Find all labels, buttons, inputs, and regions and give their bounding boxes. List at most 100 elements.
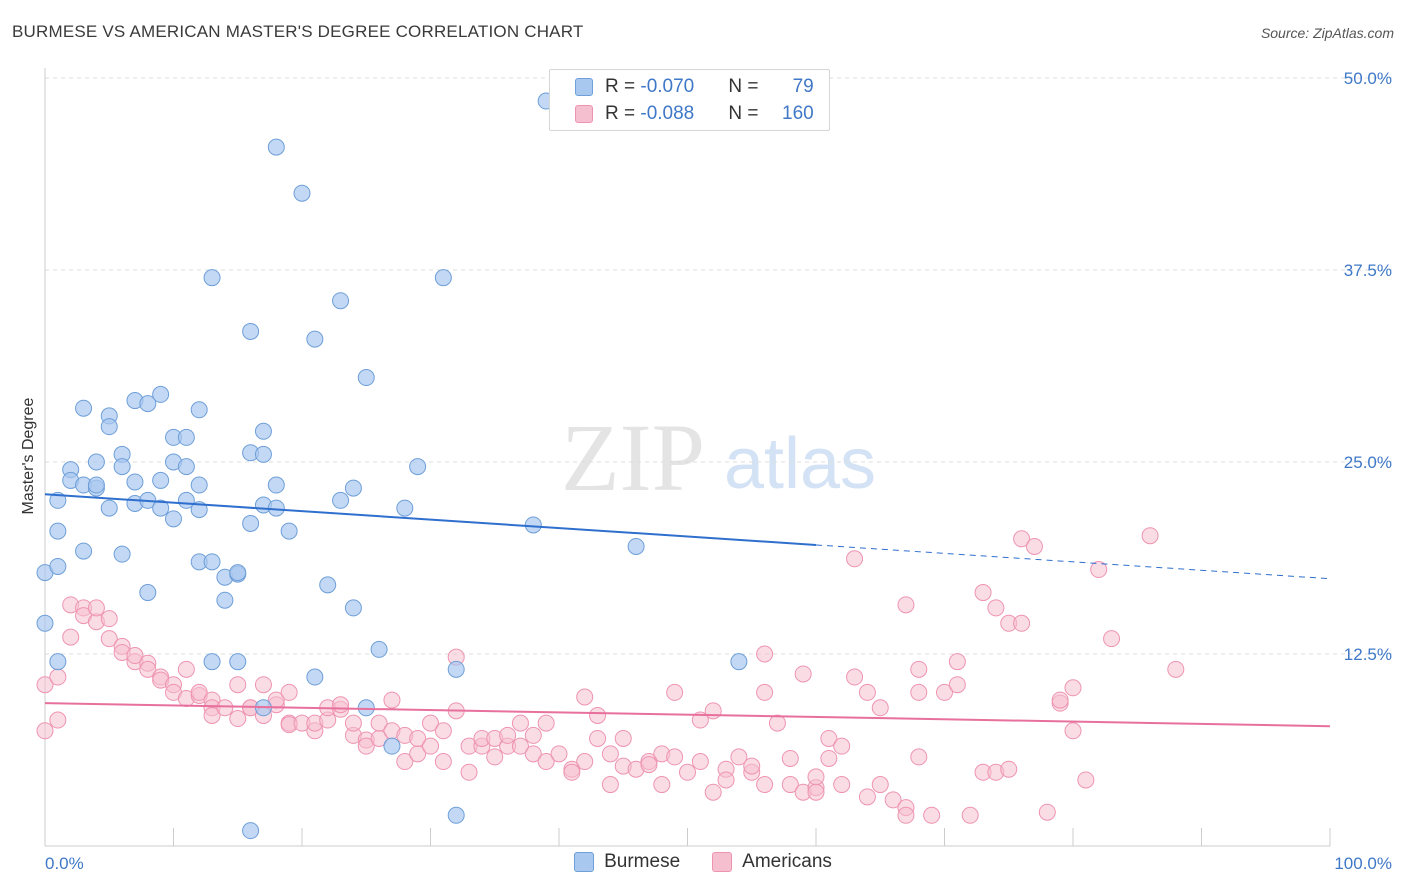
burmese-point [409, 458, 427, 476]
burmese-point [152, 385, 170, 403]
americans-point [563, 763, 581, 781]
americans-point [537, 753, 555, 771]
americans-point [87, 599, 105, 617]
americans-point [948, 653, 966, 671]
n-label: N = [728, 76, 764, 97]
americans-point [589, 729, 607, 747]
burmese-point [139, 584, 157, 602]
burmese-point [254, 422, 272, 440]
americans-point [36, 722, 54, 740]
burmese-point [332, 491, 350, 509]
americans-point [100, 610, 118, 628]
americans-point [409, 729, 427, 747]
americans-point [511, 737, 529, 755]
americans-point [948, 676, 966, 694]
americans-point [537, 714, 555, 732]
burmese-point [267, 476, 285, 494]
burmese-trend-extension [815, 544, 1331, 580]
americans-point [871, 699, 889, 717]
legend-item-americans[interactable]: Americans [712, 851, 832, 873]
americans-point [203, 706, 221, 724]
y-tick-label: 25.0% [1344, 453, 1392, 472]
americans-point [524, 726, 542, 744]
burmese-point [87, 453, 105, 471]
americans-point [666, 683, 684, 701]
americans-point [640, 756, 658, 774]
americans-point [49, 668, 67, 686]
americans-point [254, 676, 272, 694]
burmese-point [49, 491, 67, 509]
burmese-point [306, 330, 324, 348]
chart-title: BURMESE VS AMERICAN MASTER'S DEGREE CORR… [12, 22, 584, 41]
americans-point [691, 711, 709, 729]
burmese-point [75, 399, 93, 417]
stats-legend: R = -0.070 N = 79 R = -0.088 N = 160 [549, 69, 830, 131]
americans-point [126, 647, 144, 665]
americans-point [1025, 537, 1043, 555]
burmese-point [319, 576, 337, 594]
y-tick-label: 12.5% [1344, 645, 1392, 664]
americans-point [422, 737, 439, 755]
burmese-point [242, 822, 260, 840]
burmese-point [75, 542, 93, 560]
burmese-point [49, 522, 67, 540]
americans-point [190, 683, 208, 701]
burmese-legend-swatch [574, 852, 595, 872]
americans-point [704, 783, 722, 801]
americans-point [1051, 691, 1069, 709]
n-value: 79 [792, 76, 814, 97]
burmese-point [383, 737, 401, 755]
legend-label-burmese: Burmese [604, 851, 681, 872]
burmese-point [229, 653, 247, 671]
burmese-point [190, 476, 208, 494]
americans-point [614, 729, 632, 747]
stats-legend-row-burmese: R = -0.070 N = 79 [575, 74, 814, 100]
burmese-point [203, 553, 221, 571]
americans-point [987, 599, 1005, 617]
americans-point [229, 676, 247, 694]
americans-point [768, 714, 786, 732]
americans-point [897, 806, 915, 824]
burmese-point [254, 445, 272, 463]
americans-point [846, 550, 864, 568]
americans-point [576, 688, 594, 706]
americans-point [730, 748, 748, 766]
burmese-point [165, 510, 182, 528]
burmese-point [357, 369, 375, 387]
burmese-point [242, 322, 260, 340]
americans-point [344, 714, 362, 732]
americans-point [974, 584, 992, 602]
burmese-point [332, 292, 350, 310]
americans-point [460, 763, 478, 781]
legend-item-burmese[interactable]: Burmese [574, 851, 680, 873]
burmese-point [203, 269, 221, 287]
americans-point [704, 702, 722, 720]
americans-point [756, 776, 774, 794]
americans-point [396, 753, 414, 771]
burmese-swatch [575, 78, 593, 96]
americans-point [807, 783, 825, 801]
americans-point [434, 753, 452, 771]
americans-point [36, 676, 54, 694]
americans-point [1064, 722, 1082, 740]
americans-point [177, 660, 195, 678]
americans-point [781, 776, 799, 794]
americans-point [756, 645, 774, 663]
burmese-point [306, 668, 324, 686]
americans-point [807, 768, 825, 786]
americans-point [679, 763, 696, 781]
burmese-point [49, 653, 67, 671]
burmese-point [344, 479, 362, 497]
series-legend: Burmese Americans [0, 851, 1406, 873]
americans-legend-swatch [712, 852, 733, 872]
americans-point [1064, 679, 1082, 697]
americans-point [1000, 760, 1018, 778]
burmese-point [627, 537, 645, 555]
source-label: Source: ZipAtlas.com [1260, 25, 1394, 41]
burmese-point [177, 428, 195, 446]
burmese-point [434, 269, 452, 287]
x-tick-label-max: 100.0% [1334, 854, 1392, 873]
burmese-point [267, 499, 285, 517]
americans-point [820, 729, 838, 747]
